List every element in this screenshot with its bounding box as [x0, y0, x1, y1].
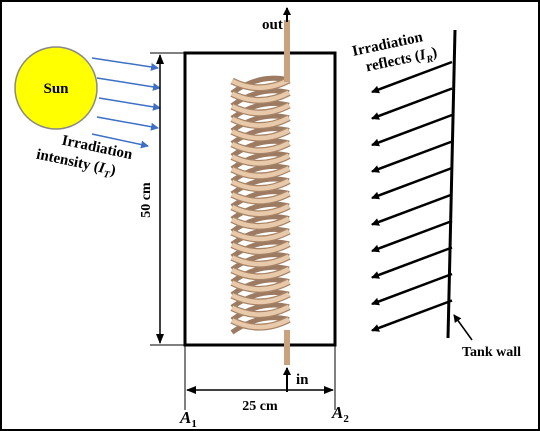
sun-label: Sun — [43, 81, 69, 97]
coil-front — [230, 203, 291, 216]
coil-front — [230, 304, 291, 317]
coil-front — [230, 166, 291, 179]
subscript: R — [425, 53, 435, 65]
reflect-arrow — [371, 272, 453, 306]
reflect-arrow — [371, 166, 453, 200]
sun-ray — [96, 116, 159, 131]
coil-front — [230, 115, 291, 128]
coil-front — [230, 241, 291, 254]
coil-front — [230, 153, 291, 166]
sun-ray — [98, 97, 161, 111]
coil-front — [230, 178, 291, 191]
reflect-arrow — [371, 60, 453, 94]
coil-front — [230, 279, 291, 292]
reflect-arrow — [371, 140, 453, 173]
in-label: in — [296, 372, 309, 388]
text: ) — [109, 162, 117, 179]
coil-front — [230, 317, 291, 330]
reflect-arrow — [371, 193, 453, 226]
reflect-arrow — [371, 87, 453, 120]
intensity-label: Irradiation intensity (IT) — [35, 133, 135, 182]
sun-ray — [96, 77, 161, 91]
tank-wall-label: Tank wall — [462, 345, 521, 360]
text: A — [179, 408, 191, 427]
out-label: out — [262, 17, 283, 33]
symbol: I — [96, 160, 107, 177]
sun-rays — [91, 57, 161, 149]
coil — [230, 75, 291, 335]
subscript: 1 — [191, 418, 197, 430]
a2-label: A2 — [331, 403, 349, 425]
tank-box — [183, 51, 337, 347]
tank-wall — [446, 29, 457, 339]
coil-front — [230, 90, 291, 103]
a1-label: A1 — [179, 408, 197, 430]
coil-front — [230, 77, 291, 90]
coil-front — [230, 216, 291, 229]
text: A — [331, 403, 343, 422]
coil-front — [230, 254, 291, 267]
sun — [14, 46, 98, 130]
subscript: T — [102, 169, 111, 181]
reflect-arrow — [371, 113, 453, 147]
reflect-arrows — [371, 60, 453, 332]
coil-front — [230, 103, 291, 116]
reflect-arrow — [371, 299, 453, 332]
reflect-arrow — [371, 246, 453, 279]
tank-wall-pointer — [453, 314, 473, 341]
coil-front — [230, 128, 291, 141]
symbol: I — [417, 47, 428, 64]
reflect-arrow — [371, 219, 453, 253]
coil-front — [230, 292, 291, 305]
coil-front — [230, 140, 291, 153]
sun-ray — [91, 57, 159, 71]
coil-front — [230, 191, 291, 204]
coil-front — [230, 266, 291, 279]
sun-ray — [91, 133, 149, 149]
text: ) — [430, 45, 438, 62]
subscript: 2 — [343, 413, 349, 425]
coil-front — [230, 229, 291, 242]
width-label: 25 cm — [242, 399, 278, 414]
height-label: 50 cm — [139, 182, 154, 218]
